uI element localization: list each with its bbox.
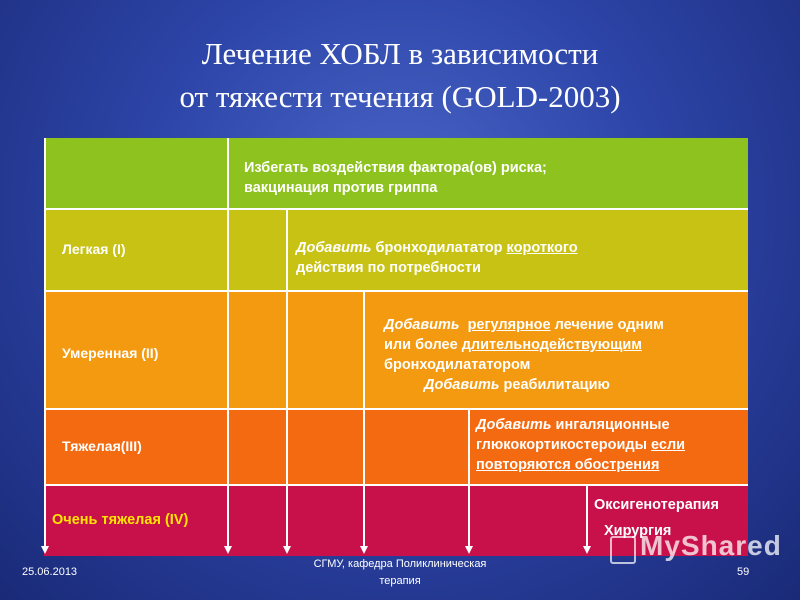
divider-line xyxy=(286,210,288,548)
row-mild-text: Добавить бронходилататор короткого дейст… xyxy=(296,238,736,278)
down-arrow-icon xyxy=(583,546,591,554)
down-arrow-icon xyxy=(283,546,291,554)
add-word: Добавить xyxy=(424,377,500,393)
text-span: реабилитацию xyxy=(499,377,610,393)
label-mild: Легкая (I) xyxy=(62,241,126,257)
treatment-table: Избегать воздействия фактора(ов) риска; … xyxy=(41,138,748,556)
label-very-severe: Очень тяжелая (IV) xyxy=(52,512,189,528)
row-moderate-text: Добавить регулярное лечение одним или бо… xyxy=(384,315,744,395)
text-span: бронходилататор xyxy=(371,240,507,256)
row-very-severe-line-2: Хирургия xyxy=(604,523,672,539)
row-very-severe-line-1: Оксигенотерапия xyxy=(594,497,719,513)
footer-date: 25.06.2013 xyxy=(22,566,78,578)
row-all-line-1: Избегать воздействия фактора(ов) риска; xyxy=(244,160,547,176)
row-very-severe xyxy=(44,486,748,556)
slide-title: Лечение ХОБЛ в зависимости от тяжести те… xyxy=(0,32,800,118)
row-all-line-2: вакцинация против гриппа xyxy=(244,180,438,196)
underlined-text: длительнодействующим xyxy=(461,337,642,353)
watermark-logo-icon xyxy=(610,536,636,564)
underlined-text: регулярное xyxy=(467,317,551,333)
row-moderate-line-3: бронходилататором xyxy=(384,357,531,373)
label-severe: Тяжелая(III) xyxy=(62,438,142,454)
row-very-severe-text: Оксигенотерапия Хирургия xyxy=(594,495,754,541)
page-number: 59 xyxy=(737,566,750,578)
divider-line xyxy=(468,410,470,548)
text-span: или более xyxy=(384,337,462,353)
row-severe xyxy=(44,410,748,484)
title-line-2: от тяжести течения (GOLD-2003) xyxy=(179,79,621,114)
divider-line xyxy=(586,486,588,548)
row-severe-text: Добавить ингаляционные глюкокортикостеро… xyxy=(476,415,746,475)
underlined-text: короткого xyxy=(506,240,578,256)
row-mild xyxy=(44,210,748,290)
footer-center: СГМУ, кафедра Поликлиническая терапия xyxy=(250,556,550,590)
label-moderate: Умеренная (II) xyxy=(62,345,159,361)
divider-line xyxy=(44,138,46,548)
footer-center-line-1: СГМУ, кафедра Поликлиническая xyxy=(313,558,487,570)
down-arrow-icon xyxy=(360,546,368,554)
underlined-text: повторяются обострения xyxy=(476,457,660,473)
footer-center-line-2: терапия xyxy=(379,575,421,587)
row-mild-line-2: действия по потребности xyxy=(296,260,481,276)
underlined-text: если xyxy=(651,437,686,453)
divider-line xyxy=(227,138,229,548)
row-moderate xyxy=(44,292,748,408)
text-span: глюкокортикостероиды xyxy=(476,437,652,453)
down-arrow-icon xyxy=(41,546,49,554)
text-span: лечение одним xyxy=(550,317,664,333)
title-line-1: Лечение ХОБЛ в зависимости xyxy=(201,36,599,71)
down-arrow-icon xyxy=(465,546,473,554)
add-word: Добавить xyxy=(296,240,372,256)
add-word: Добавить xyxy=(384,317,460,333)
row-all-stages xyxy=(44,138,748,208)
down-arrow-icon xyxy=(224,546,232,554)
row-all-text: Избегать воздействия фактора(ов) риска; … xyxy=(244,158,724,198)
watermark: MyShared xyxy=(640,530,782,561)
add-word: Добавить xyxy=(476,417,552,433)
divider-line xyxy=(363,292,365,548)
text-span: ингаляционные xyxy=(551,417,670,433)
